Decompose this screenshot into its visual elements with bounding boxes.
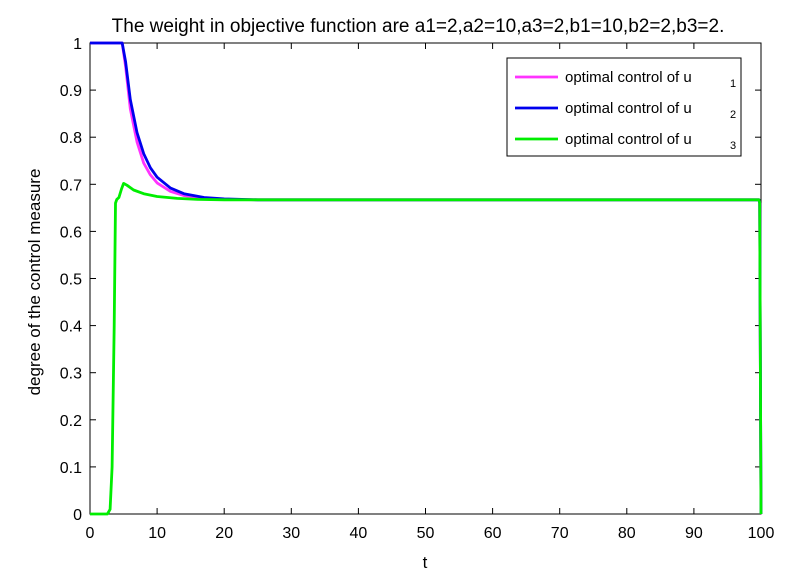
legend-label: optimal control of u	[565, 131, 692, 148]
y-tick-label: 1	[73, 36, 82, 53]
y-tick-label: 0.4	[60, 319, 82, 336]
x-tick-label: 60	[484, 525, 502, 542]
legend-label: optimal control of u	[565, 69, 692, 86]
legend: optimal control of u 1 optimal control of …	[506, 57, 742, 157]
legend-label-subscript: 1	[730, 78, 736, 90]
x-tick-label: 50	[417, 525, 435, 542]
y-axis-label: degree of the control measure	[25, 169, 44, 396]
x-tick-label: 10	[148, 525, 166, 542]
x-tick-label: 100	[748, 525, 775, 542]
y-tick-label: 0.6	[60, 224, 82, 241]
x-axis-ticks: 0 10 20 30 40 50 60 70 80 90 100	[86, 43, 775, 542]
series-lines	[90, 41, 763, 516]
chart-title: The weight in objective function are a1=…	[112, 16, 725, 37]
legend-label-subscript: 3	[730, 140, 736, 152]
series-line-u3	[90, 181, 763, 516]
x-tick-label: 70	[551, 525, 569, 542]
y-axis-ticks: 0 0.1 0.2 0.3 0.4 0.5 0.6 0.7 0.8 0.9 1	[60, 36, 761, 524]
x-tick-label: 80	[618, 525, 636, 542]
x-tick-label: 90	[685, 525, 703, 542]
y-tick-label: 0.3	[60, 366, 82, 383]
x-tick-label: 30	[282, 525, 300, 542]
y-tick-label: 0.9	[60, 83, 82, 100]
y-tick-label: 0.1	[60, 460, 82, 477]
legend-label: optimal control of u	[565, 100, 692, 117]
y-tick-label: 0.2	[60, 413, 82, 430]
y-tick-label: 0.8	[60, 130, 82, 147]
y-tick-label: 0.7	[60, 177, 82, 194]
legend-label-subscript: 2	[730, 109, 736, 121]
y-tick-label: 0	[73, 507, 82, 524]
x-tick-label: 40	[350, 525, 368, 542]
x-tick-label: 20	[215, 525, 233, 542]
y-tick-label: 0.5	[60, 272, 82, 289]
x-axis-label: t	[423, 553, 428, 572]
x-tick-label: 0	[86, 525, 95, 542]
